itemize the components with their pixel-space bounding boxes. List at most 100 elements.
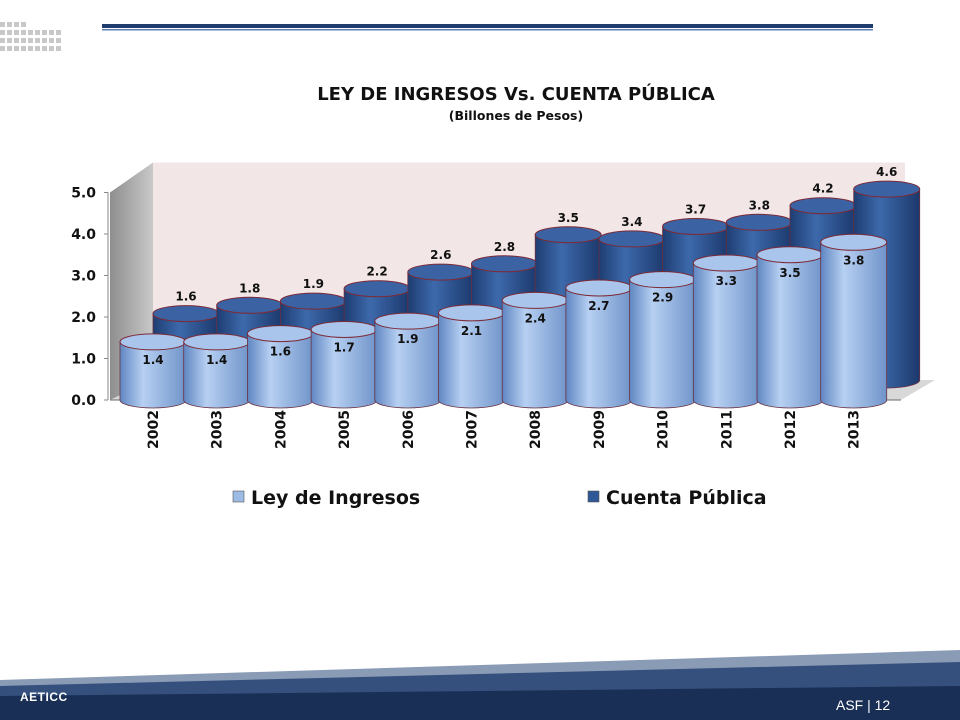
bar-body bbox=[183, 341, 251, 409]
dot bbox=[21, 30, 26, 35]
dot bbox=[14, 38, 19, 43]
x-tick-label: 2013 bbox=[847, 410, 863, 449]
data-label: 3.8 bbox=[749, 198, 770, 212]
bar-ley-de-ingresos: 1.4 bbox=[183, 333, 251, 409]
bar-ley-de-ingresos: 1.7 bbox=[310, 320, 378, 409]
bar-ley-de-ingresos: 1.4 bbox=[119, 333, 187, 409]
dot bbox=[56, 30, 61, 35]
bar-body bbox=[820, 241, 888, 409]
data-label: 2.9 bbox=[652, 291, 673, 305]
dot bbox=[56, 38, 61, 43]
bar-top bbox=[216, 296, 284, 314]
bar-top bbox=[471, 255, 538, 273]
legend-swatch bbox=[587, 490, 600, 503]
x-tick-label: 2007 bbox=[465, 410, 481, 449]
legend-item: Ley de Ingresos bbox=[232, 487, 420, 509]
bar-top bbox=[725, 213, 793, 231]
bar-top bbox=[662, 217, 730, 235]
bar-top bbox=[279, 292, 347, 310]
y-tick-label: 4.0 bbox=[71, 227, 96, 243]
x-tick-label: 2005 bbox=[337, 410, 353, 449]
dot bbox=[42, 46, 47, 51]
legend: Ley de Ingresos Cuenta Pública bbox=[232, 487, 767, 509]
dot bbox=[28, 46, 33, 51]
dot bbox=[28, 30, 33, 35]
data-label: 3.5 bbox=[779, 266, 800, 280]
bar-top bbox=[629, 271, 697, 289]
dot bbox=[49, 30, 54, 35]
footer-org: AETICC bbox=[20, 690, 68, 704]
x-tick-label: 2011 bbox=[719, 410, 735, 449]
data-label: 3.4 bbox=[621, 215, 642, 229]
x-tick-label: 2002 bbox=[146, 410, 162, 449]
bar-top bbox=[756, 246, 824, 264]
bar-ley-de-ingresos: 1.9 bbox=[374, 312, 442, 409]
bar-top bbox=[152, 305, 220, 323]
data-label: 1.6 bbox=[175, 290, 196, 304]
bar-ley-de-ingresos: 2.1 bbox=[438, 304, 505, 409]
bar-top bbox=[501, 291, 569, 309]
dot bbox=[14, 22, 19, 27]
bar-top bbox=[246, 325, 314, 343]
y-tick-label: 1.0 bbox=[71, 352, 96, 368]
data-label: 3.5 bbox=[558, 211, 579, 225]
dot bbox=[14, 30, 19, 35]
bar-top bbox=[183, 333, 251, 351]
x-tick-label: 2010 bbox=[656, 410, 672, 449]
bars: 1.6 1.8 1.9 2.2 2.6 2.8 3.5 3.4 3.7 3.8 4.2 4.6 1.4 1… bbox=[119, 165, 921, 409]
chart-title: LEY DE INGRESOS Vs. CUENTA PÚBLICA bbox=[317, 83, 715, 105]
dot bbox=[35, 30, 40, 35]
data-label: 1.8 bbox=[239, 281, 260, 295]
bar-top bbox=[598, 230, 666, 248]
dot bbox=[0, 46, 5, 51]
bar-top bbox=[534, 226, 602, 244]
bar-top bbox=[438, 304, 505, 322]
x-tick-label: 2006 bbox=[401, 410, 417, 449]
x-tick-label: 2008 bbox=[528, 410, 544, 449]
data-label: 1.4 bbox=[206, 353, 227, 367]
dot bbox=[21, 22, 26, 27]
dot bbox=[42, 30, 47, 35]
dot bbox=[21, 46, 26, 51]
data-label: 2.8 bbox=[494, 240, 515, 254]
data-label: 2.4 bbox=[525, 311, 546, 325]
bar-top bbox=[692, 254, 760, 272]
bar-ley-de-ingresos: 2.7 bbox=[565, 279, 633, 409]
data-label: 1.4 bbox=[142, 353, 163, 367]
y-tick-label: 5.0 bbox=[71, 186, 96, 202]
legend-item: Cuenta Pública bbox=[587, 487, 767, 509]
x-tick-label: 2012 bbox=[783, 410, 799, 449]
dot bbox=[7, 38, 12, 43]
dot bbox=[7, 22, 12, 27]
chart: LEY DE INGRESOS Vs. CUENTA PÚBLICA (Bill… bbox=[71, 83, 935, 509]
data-label: 2.2 bbox=[366, 265, 387, 279]
data-label: 3.3 bbox=[716, 274, 737, 288]
bar-ley-de-ingresos: 2.9 bbox=[629, 271, 697, 409]
bar-body bbox=[119, 341, 187, 409]
dot bbox=[7, 30, 12, 35]
x-tick-label: 2004 bbox=[273, 410, 289, 449]
legend-label: Cuenta Pública bbox=[606, 487, 767, 509]
y-tick-label: 0.0 bbox=[71, 393, 96, 409]
bar-top bbox=[343, 280, 411, 298]
dot bbox=[49, 38, 54, 43]
data-label: 1.6 bbox=[270, 345, 291, 359]
dot bbox=[35, 46, 40, 51]
dot bbox=[42, 38, 47, 43]
bar-ley-de-ingresos: 3.5 bbox=[756, 246, 824, 409]
data-label: 3.8 bbox=[843, 253, 864, 267]
data-label: 4.6 bbox=[876, 165, 897, 179]
y-tick-label: 3.0 bbox=[71, 269, 96, 285]
bar-top bbox=[820, 233, 888, 251]
dot bbox=[28, 38, 33, 43]
page-number: ASF | 12 bbox=[836, 697, 891, 713]
data-label: 1.7 bbox=[333, 340, 354, 354]
x-axis: 2002 2003 2004 2005 2006 2007 2008 2009 2010 2011… bbox=[146, 410, 863, 449]
data-label: 1.9 bbox=[303, 277, 324, 291]
bar-top bbox=[407, 263, 475, 281]
data-label: 3.7 bbox=[685, 202, 706, 216]
y-tick-label: 2.0 bbox=[71, 310, 96, 326]
legend-swatch bbox=[232, 490, 245, 503]
legend-label: Ley de Ingresos bbox=[251, 487, 420, 509]
footer-band bbox=[0, 650, 960, 720]
